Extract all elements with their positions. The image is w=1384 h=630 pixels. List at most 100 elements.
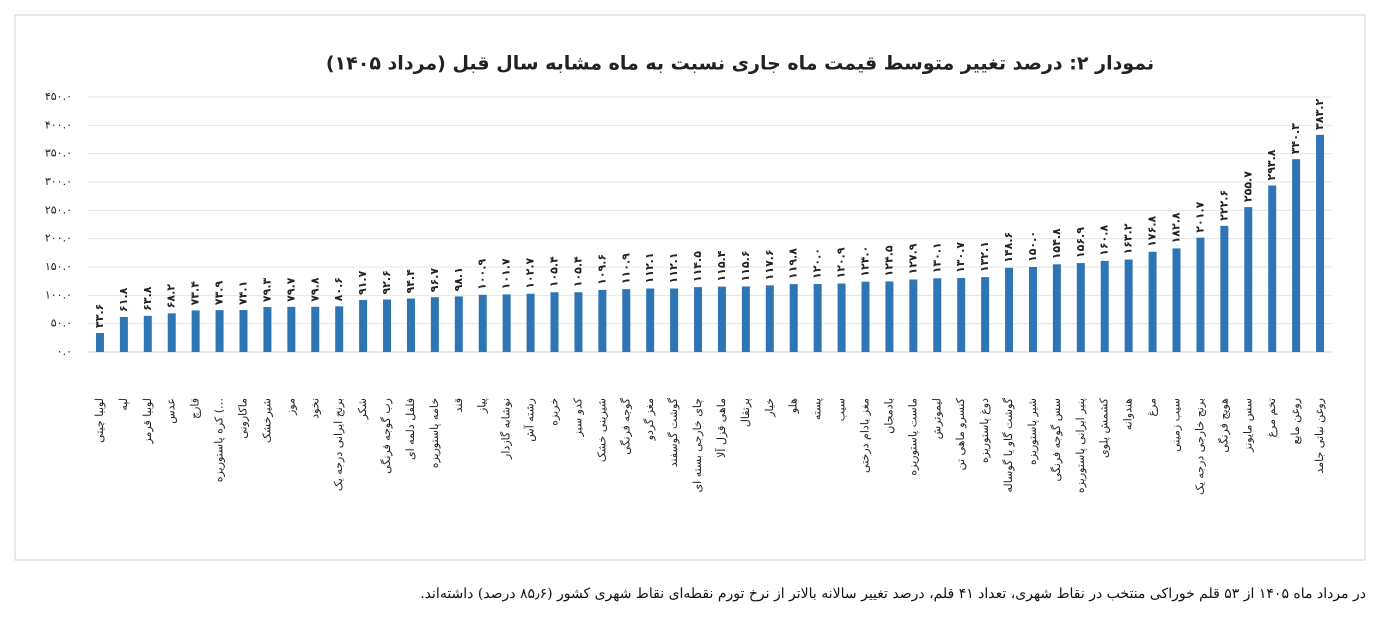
data-label: ۹۲.۶	[380, 270, 393, 294]
data-label: ۱۳۲.۱	[978, 241, 991, 272]
bar	[263, 307, 272, 352]
data-label: ۱۴۸.۶	[1002, 232, 1015, 263]
x-tick-label: موز	[284, 398, 297, 416]
x-tick-label: بادمجان	[882, 398, 895, 434]
bar	[335, 306, 344, 352]
bar	[1196, 237, 1205, 352]
bar	[646, 288, 655, 352]
bar	[1292, 159, 1301, 352]
bar	[119, 316, 128, 352]
x-tick-label: لوبیا قرمز	[141, 398, 154, 445]
bar	[311, 306, 320, 352]
data-label: ۱۱۷.۶	[763, 249, 776, 280]
bar	[1124, 259, 1133, 352]
chart-frame	[14, 14, 1366, 561]
y-tick-label: ۱۵۰.۰	[45, 260, 72, 273]
data-label: ۱۳۰.۱	[930, 242, 943, 273]
x-tick-label: فلفل دلمه ای	[404, 398, 417, 460]
bar	[1172, 248, 1181, 352]
bar	[670, 288, 679, 352]
data-label: ۷۴.۱	[237, 281, 250, 305]
data-label: ۱۱۴.۵	[691, 251, 704, 282]
x-tick-label: خیار	[763, 398, 776, 418]
y-tick-label: ۲۵۰.۰	[45, 203, 72, 216]
data-label: ۹۸.۱	[452, 267, 465, 291]
data-label: ۱۲۰.۰	[811, 248, 824, 279]
x-tick-label: لوبیا چیتی	[93, 398, 106, 443]
data-label: ۷۹.۸	[308, 277, 321, 302]
x-tick-label: مرغ	[1146, 398, 1159, 417]
x-tick-label: دوغ پاستوریزه	[978, 398, 991, 463]
data-label: ۱۰۱.۷	[500, 258, 513, 289]
bar	[239, 310, 248, 352]
bar	[1244, 207, 1253, 352]
x-tick-label: شیر پاستوریزه	[1026, 398, 1039, 465]
x-tick-label: لپه	[117, 398, 130, 411]
x-tick-label: عدس	[165, 398, 178, 424]
y-tick-label: ۳۵۰.۰	[45, 147, 72, 160]
x-tick-label: هندوانه	[1122, 398, 1135, 430]
bar	[454, 296, 463, 352]
bar	[837, 283, 846, 352]
x-tick-label: پسته	[811, 398, 824, 420]
x-tick-label: خربزه	[548, 398, 561, 426]
x-tick-label: ماست پاستوریزه	[906, 398, 919, 476]
data-label: ۱۰۵.۴	[571, 256, 584, 287]
x-tick-label: تخم مرغ	[1265, 398, 1278, 438]
x-tick-label: رشته آش	[523, 398, 537, 442]
bar	[406, 298, 415, 352]
data-label: ۱۰۰.۹	[476, 259, 489, 290]
data-label: ۱۲۴.۰	[859, 246, 872, 277]
data-label: ۶۳.۸	[141, 286, 154, 311]
x-tick-label: پنیر ایرانی پاستوریزه	[1074, 398, 1087, 493]
data-label: ۳۴۰.۳	[1289, 123, 1302, 154]
data-label: ۲۵۵.۷	[1241, 171, 1254, 202]
data-label: ۱۵۰.۰	[1026, 231, 1039, 262]
data-label: ۱۱۵.۴	[715, 250, 728, 281]
x-tick-label: چای خارجی بسته ای	[691, 398, 704, 492]
x-tick-label: خامه پاستوریزه	[428, 398, 441, 468]
x-tick-label: برنج ایرانی درجه یک	[332, 398, 345, 491]
x-tick-label: برنج خارجی درجه یک	[1193, 398, 1206, 495]
bar	[574, 292, 583, 352]
x-tick-label: گوشت گاو یا گوساله	[1002, 397, 1015, 492]
bar	[502, 294, 511, 352]
bar	[1220, 225, 1229, 352]
bar	[981, 277, 990, 352]
bar	[1052, 264, 1061, 352]
x-tick-label: گوشت گوسفند	[667, 397, 680, 467]
bar	[215, 310, 224, 352]
bar	[933, 278, 942, 352]
data-label: ۱۲۰.۹	[835, 247, 848, 278]
data-label: ۱۷۶.۸	[1146, 215, 1159, 246]
bar	[813, 284, 822, 352]
bar	[143, 315, 152, 352]
bar	[909, 279, 918, 352]
x-tick-label: نوشابه گازدار	[500, 398, 513, 460]
chart-title: نمودار ۲: درصد تغییر متوسط قیمت ماه جاری…	[326, 53, 1154, 75]
bar	[550, 292, 559, 352]
data-label: ۲۲۲.۶	[1217, 190, 1230, 221]
y-tick-label: ۲۰۰.۰	[45, 232, 72, 245]
data-label: ۱۰۵.۴	[548, 256, 561, 287]
data-label: ۱۶۳.۲	[1122, 223, 1135, 254]
data-label: ۱۲۴.۵	[882, 245, 895, 276]
x-tick-label: شیرینی خشک	[595, 398, 608, 462]
x-tick-label: کدو سبز	[571, 397, 584, 437]
y-tick-label: ۵۰.۰	[51, 317, 72, 330]
bar	[1148, 251, 1157, 352]
bar	[430, 297, 439, 352]
x-tick-label: لیموترش	[930, 398, 943, 439]
x-tick-label: مغز گردو	[643, 398, 656, 441]
bar	[383, 299, 392, 352]
y-tick-label: ۱۰۰.۰	[45, 288, 72, 301]
data-label: ۱۱۲.۱	[667, 252, 680, 283]
bar	[526, 293, 535, 352]
x-tick-label: گوجه فرنگی	[619, 397, 632, 455]
x-tick-label: کره پاستوریزه (…	[213, 398, 226, 482]
bar	[694, 287, 703, 352]
bar	[287, 306, 296, 352]
x-tick-label: کشمش پلوی	[1098, 397, 1111, 458]
bar	[1028, 267, 1037, 352]
